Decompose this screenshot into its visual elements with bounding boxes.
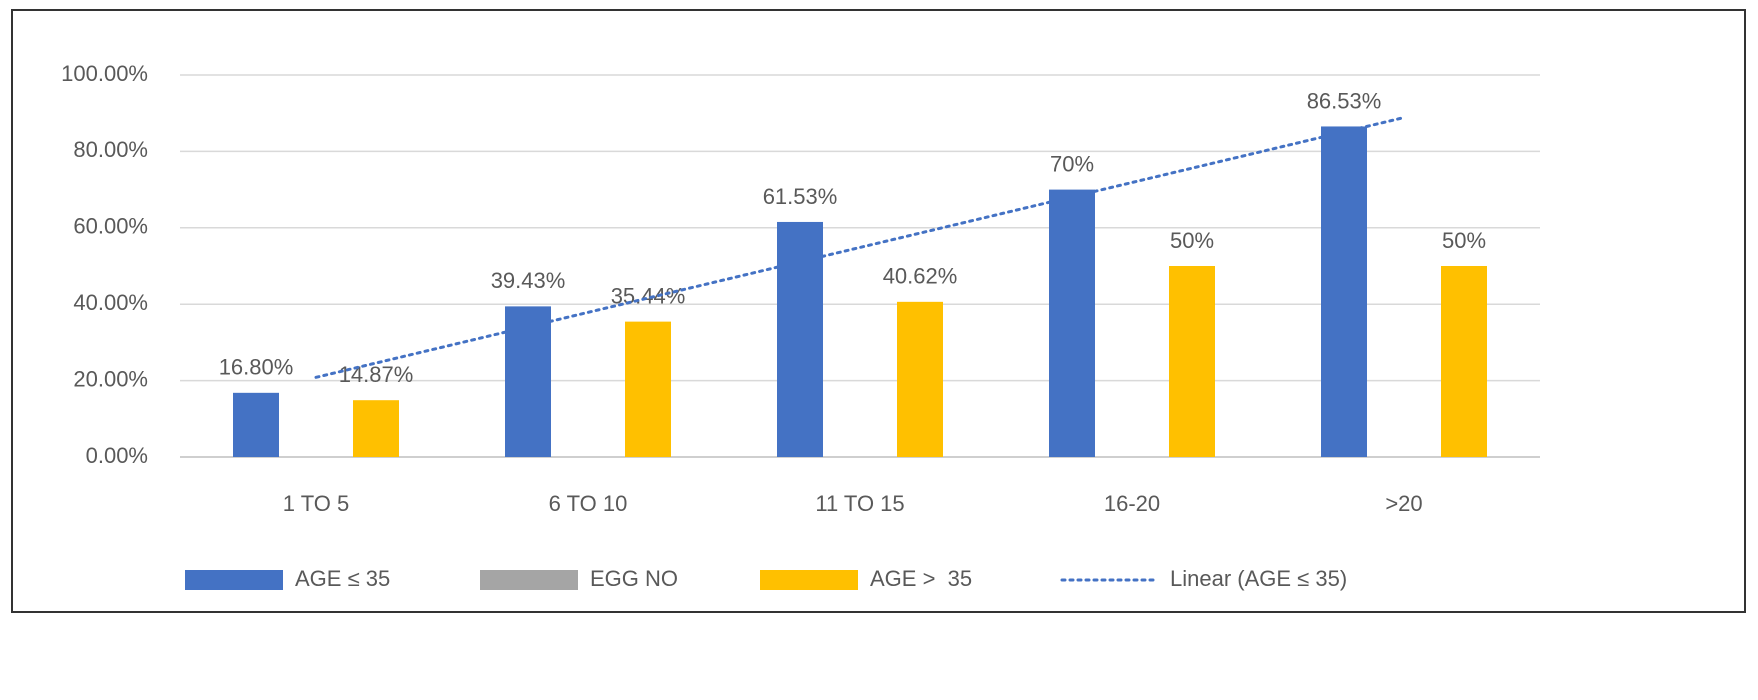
bar — [1169, 266, 1215, 457]
y-tick-label: 100.00% — [61, 61, 148, 86]
legend-label: AGE > 35 — [870, 566, 972, 591]
x-tick-label: 1 TO 5 — [283, 491, 349, 516]
trendline — [314, 116, 1406, 379]
data-label: 50% — [1170, 228, 1214, 253]
legend-swatch — [185, 570, 283, 590]
legend-label: Linear (AGE ≤ 35) — [1170, 566, 1347, 591]
data-label: 61.53% — [763, 184, 838, 209]
x-tick-label: 16-20 — [1104, 491, 1160, 516]
y-tick-label: 20.00% — [73, 366, 148, 391]
y-tick-label: 60.00% — [73, 214, 148, 239]
data-label: 14.87% — [339, 362, 414, 387]
legend-label: EGG NO — [590, 566, 678, 591]
x-tick-label: 11 TO 15 — [815, 491, 904, 516]
bar — [353, 400, 399, 457]
data-label: 40.62% — [883, 264, 958, 289]
x-tick-label: 6 TO 10 — [549, 491, 628, 516]
data-label: 70% — [1050, 151, 1094, 176]
bar — [233, 392, 279, 457]
y-tick-label: 40.00% — [73, 290, 148, 315]
y-tick-label: 0.00% — [86, 443, 148, 468]
data-label: 50% — [1442, 228, 1486, 253]
bar — [1321, 126, 1367, 458]
data-label: 16.80% — [219, 355, 294, 380]
bar — [1049, 189, 1095, 457]
data-label: 86.53% — [1307, 88, 1382, 113]
y-tick-label: 80.00% — [73, 137, 148, 162]
bar — [897, 301, 943, 457]
data-label: 39.43% — [491, 268, 566, 293]
legend-label: AGE ≤ 35 — [295, 566, 390, 591]
legend-swatch — [480, 570, 578, 590]
bar — [1441, 266, 1487, 457]
x-tick-label: >20 — [1385, 491, 1422, 516]
bar — [505, 306, 551, 457]
bar — [625, 321, 671, 457]
legend-swatch — [760, 570, 858, 590]
